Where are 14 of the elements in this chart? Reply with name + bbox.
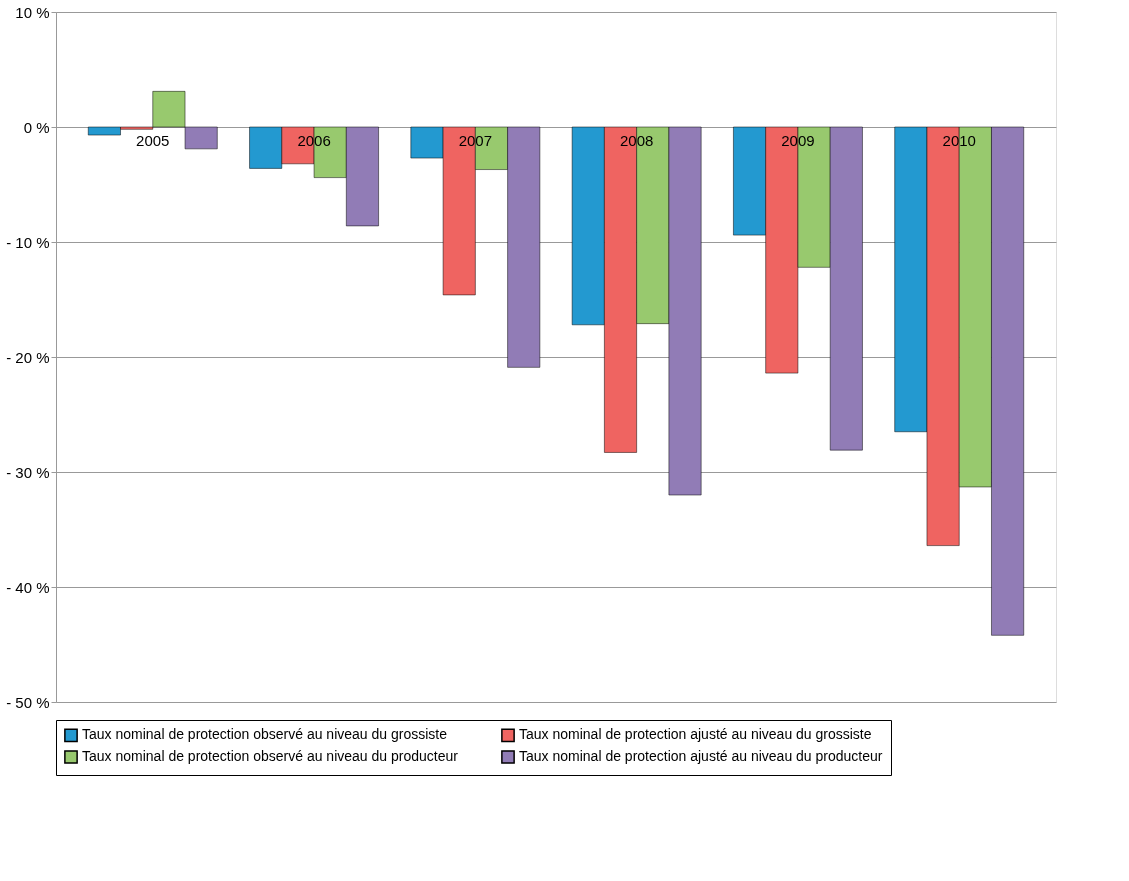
- y-tick-label: - 40 %: [6, 578, 50, 596]
- y-tick-label: 0 %: [23, 118, 50, 136]
- x-tick-label: 2008: [619, 131, 654, 149]
- y-tick-label: 10 %: [15, 3, 50, 21]
- legend-label: Taux nominal de protection ajusté au niveau du producteur: [519, 748, 883, 764]
- legend-label: Taux nominal de protection observé au niveau du grossiste: [82, 726, 448, 743]
- y-tick-label: - 20 %: [6, 348, 50, 366]
- y-tick-label: - 10 %: [6, 233, 50, 251]
- x-tick-label: 2005: [136, 131, 170, 149]
- x-tick-label: 2007: [458, 131, 493, 149]
- y-tick-label: - 50 %: [6, 693, 50, 711]
- y-tick-label: - 30 %: [6, 463, 50, 481]
- legend-label: Taux nominal de protection ajusté au niveau du grossiste: [519, 726, 872, 743]
- legend-label: Taux nominal de protection observé au niveau du producteur: [82, 748, 459, 764]
